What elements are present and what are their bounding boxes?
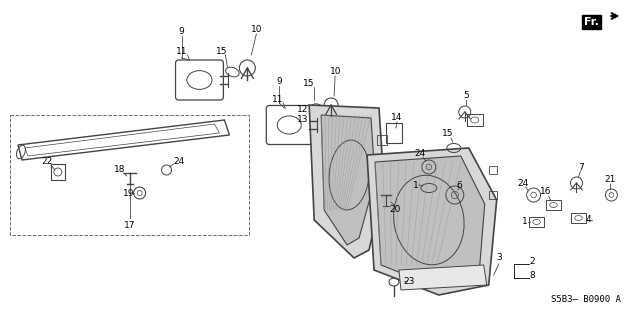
Text: 3: 3 xyxy=(496,254,502,263)
Text: 14: 14 xyxy=(391,114,403,122)
Bar xyxy=(489,166,497,174)
Text: Fr.: Fr. xyxy=(584,17,599,27)
Text: 20: 20 xyxy=(389,205,401,214)
Text: 2: 2 xyxy=(530,256,536,265)
Text: 10: 10 xyxy=(330,68,342,77)
Text: 7: 7 xyxy=(579,162,584,172)
Bar xyxy=(377,165,387,175)
Text: 24: 24 xyxy=(517,179,528,188)
Text: 24: 24 xyxy=(414,149,426,158)
Text: 15: 15 xyxy=(442,130,454,138)
Bar xyxy=(377,135,387,145)
Polygon shape xyxy=(399,265,487,290)
Bar xyxy=(571,213,586,223)
Bar xyxy=(51,164,65,180)
Text: 22: 22 xyxy=(41,158,52,167)
Text: 1: 1 xyxy=(413,181,419,189)
Bar xyxy=(377,195,387,205)
Text: 12: 12 xyxy=(296,106,308,115)
Text: 17: 17 xyxy=(124,220,136,229)
Text: 18: 18 xyxy=(114,166,125,174)
Text: 13: 13 xyxy=(296,115,308,124)
Text: 19: 19 xyxy=(123,189,134,197)
Text: 8: 8 xyxy=(530,271,536,280)
Bar xyxy=(546,200,561,210)
Text: 1: 1 xyxy=(522,218,527,226)
Polygon shape xyxy=(367,148,497,295)
Text: 21: 21 xyxy=(605,175,616,184)
Bar xyxy=(467,114,483,126)
Text: 23: 23 xyxy=(403,277,415,286)
Text: 11: 11 xyxy=(271,95,283,105)
Text: 6: 6 xyxy=(456,181,461,189)
Text: 4: 4 xyxy=(586,216,591,225)
Polygon shape xyxy=(321,115,375,245)
Text: 11: 11 xyxy=(176,48,188,56)
Bar xyxy=(386,123,402,143)
Polygon shape xyxy=(309,105,384,258)
Text: 9: 9 xyxy=(276,78,282,86)
Bar xyxy=(529,217,544,227)
Text: S5B3— B0900 A: S5B3— B0900 A xyxy=(550,295,620,305)
Text: 5: 5 xyxy=(463,92,468,100)
Bar xyxy=(489,191,497,199)
Text: 9: 9 xyxy=(179,27,184,36)
Text: 10: 10 xyxy=(251,26,262,34)
Text: 24: 24 xyxy=(173,158,184,167)
Text: 16: 16 xyxy=(540,188,551,197)
Polygon shape xyxy=(375,156,484,287)
Text: 15: 15 xyxy=(216,48,227,56)
Text: 15: 15 xyxy=(303,78,315,87)
